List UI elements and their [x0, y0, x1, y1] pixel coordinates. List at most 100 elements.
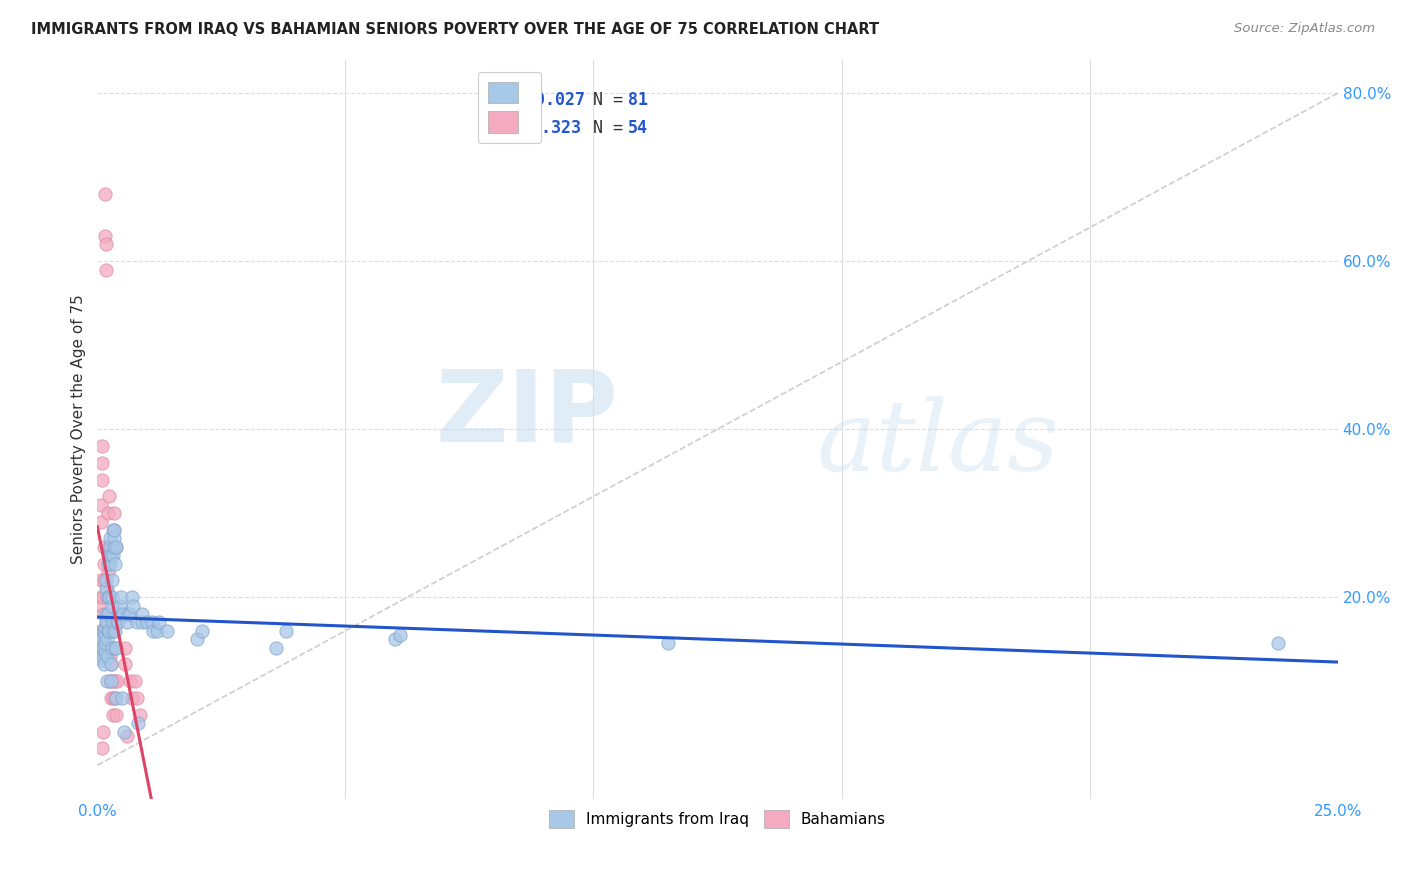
- Point: [112, 607, 135, 621]
- Point: [91, 724, 114, 739]
- Point: [100, 691, 122, 706]
- Point: [91, 607, 114, 621]
- Point: [91, 648, 114, 663]
- Point: [90, 628, 112, 642]
- Point: [97, 548, 120, 562]
- Point: [108, 607, 131, 621]
- Point: [94, 262, 117, 277]
- Point: [114, 657, 136, 672]
- Text: N =: N =: [593, 119, 634, 136]
- Point: [141, 615, 163, 630]
- Point: [105, 615, 128, 630]
- Point: [1267, 636, 1289, 650]
- Point: [105, 691, 128, 706]
- Point: [100, 657, 122, 672]
- Point: [127, 716, 149, 731]
- Point: [121, 591, 143, 605]
- Point: [101, 624, 124, 638]
- Point: [97, 624, 120, 638]
- Point: [96, 591, 118, 605]
- Point: [97, 565, 120, 579]
- Point: [131, 607, 153, 621]
- Point: [91, 632, 114, 647]
- Point: [111, 691, 134, 706]
- Point: [98, 532, 121, 546]
- Point: [101, 523, 124, 537]
- Point: [98, 540, 121, 554]
- Point: [657, 636, 679, 650]
- Point: [97, 607, 120, 621]
- Point: [97, 490, 120, 504]
- Point: [104, 707, 127, 722]
- Text: N =: N =: [593, 91, 634, 109]
- Point: [118, 607, 141, 621]
- Point: [96, 574, 118, 588]
- Point: [101, 548, 124, 562]
- Point: [384, 632, 406, 647]
- Text: 0.323: 0.323: [531, 119, 582, 136]
- Point: [90, 473, 112, 487]
- Text: 54: 54: [628, 119, 648, 136]
- Point: [104, 557, 127, 571]
- Point: [91, 624, 114, 638]
- Point: [98, 540, 121, 554]
- Point: [93, 624, 115, 638]
- Text: R =: R =: [488, 91, 529, 109]
- Point: [103, 532, 125, 546]
- Point: [100, 640, 122, 655]
- Point: [186, 632, 208, 647]
- Point: [190, 624, 212, 638]
- Point: [96, 615, 118, 630]
- Point: [125, 691, 148, 706]
- Point: [274, 624, 297, 638]
- Legend: Immigrants from Iraq, Bahamians: Immigrants from Iraq, Bahamians: [541, 803, 893, 836]
- Point: [103, 540, 125, 554]
- Point: [91, 640, 114, 655]
- Point: [118, 674, 141, 689]
- Point: [148, 615, 170, 630]
- Point: [90, 574, 112, 588]
- Point: [131, 615, 153, 630]
- Point: [96, 648, 118, 663]
- Point: [100, 599, 122, 613]
- Text: ZIP: ZIP: [436, 366, 619, 463]
- Point: [110, 591, 132, 605]
- Point: [91, 439, 114, 453]
- Point: [94, 619, 117, 633]
- Point: [97, 591, 120, 605]
- Point: [90, 498, 112, 512]
- Text: atlas: atlas: [817, 396, 1060, 491]
- Point: [114, 640, 136, 655]
- Point: [101, 691, 124, 706]
- Point: [101, 574, 124, 588]
- Point: [91, 599, 114, 613]
- Point: [91, 640, 114, 655]
- Point: [117, 607, 139, 621]
- Text: IMMIGRANTS FROM IRAQ VS BAHAMIAN SENIORS POVERTY OVER THE AGE OF 75 CORRELATION : IMMIGRANTS FROM IRAQ VS BAHAMIAN SENIORS…: [31, 22, 879, 37]
- Point: [103, 523, 125, 537]
- Point: [96, 632, 118, 647]
- Point: [112, 724, 135, 739]
- Text: -0.027: -0.027: [526, 91, 585, 109]
- Point: [93, 557, 115, 571]
- Point: [96, 582, 118, 596]
- Text: R =: R =: [488, 119, 529, 136]
- Point: [96, 237, 118, 252]
- Point: [115, 729, 138, 743]
- Point: [90, 515, 112, 529]
- Point: [91, 640, 114, 655]
- Point: [89, 624, 111, 638]
- Point: [98, 624, 121, 638]
- Point: [128, 707, 150, 722]
- Point: [94, 186, 117, 201]
- Point: [93, 657, 115, 672]
- Text: Source: ZipAtlas.com: Source: ZipAtlas.com: [1234, 22, 1375, 36]
- Point: [121, 691, 143, 706]
- Point: [103, 615, 125, 630]
- Point: [89, 636, 111, 650]
- Point: [388, 628, 411, 642]
- Point: [93, 540, 115, 554]
- Point: [100, 657, 122, 672]
- Point: [105, 540, 128, 554]
- Point: [94, 645, 117, 659]
